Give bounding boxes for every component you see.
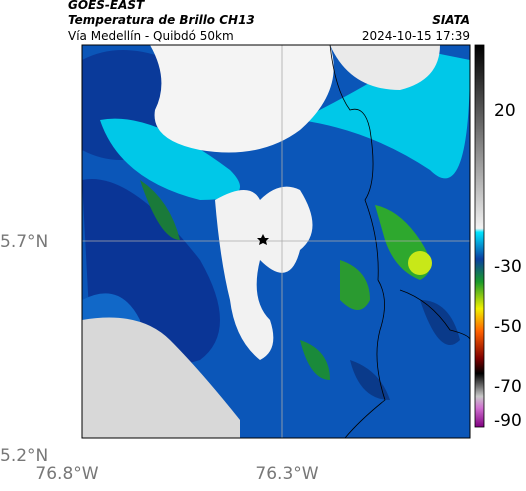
lat-label: 5.7°N — [0, 232, 48, 252]
colorbar-label: -50 — [494, 317, 522, 337]
colorbar-label: -70 — [494, 377, 522, 397]
axis-labels: 5.7°N 5.2°N 76.8°W 76.3°W — [0, 232, 319, 484]
subtitle: Temperatura de Brillo CH13 — [68, 13, 255, 27]
satellite-image — [82, 45, 470, 438]
lon-label: 76.3°W — [255, 464, 318, 484]
lon-label: 76.8°W — [35, 464, 98, 484]
location: Vía Medellín - Quibdó 50km — [68, 29, 234, 43]
brand: SIATA — [432, 13, 470, 27]
colorbar-label: -90 — [494, 411, 522, 431]
header: GOES-EAST Temperatura de Brillo CH13 Vía… — [68, 0, 470, 43]
datetime: 2024-10-15 17:39 — [362, 29, 470, 43]
lat-label: 5.2°N — [0, 446, 48, 466]
colorbar-label: 20 — [494, 101, 516, 121]
colorbar-label: -30 — [494, 257, 522, 277]
title: GOES-EAST — [68, 0, 145, 12]
colorbar: 20 -30 -50 -70 -90 — [474, 44, 522, 431]
